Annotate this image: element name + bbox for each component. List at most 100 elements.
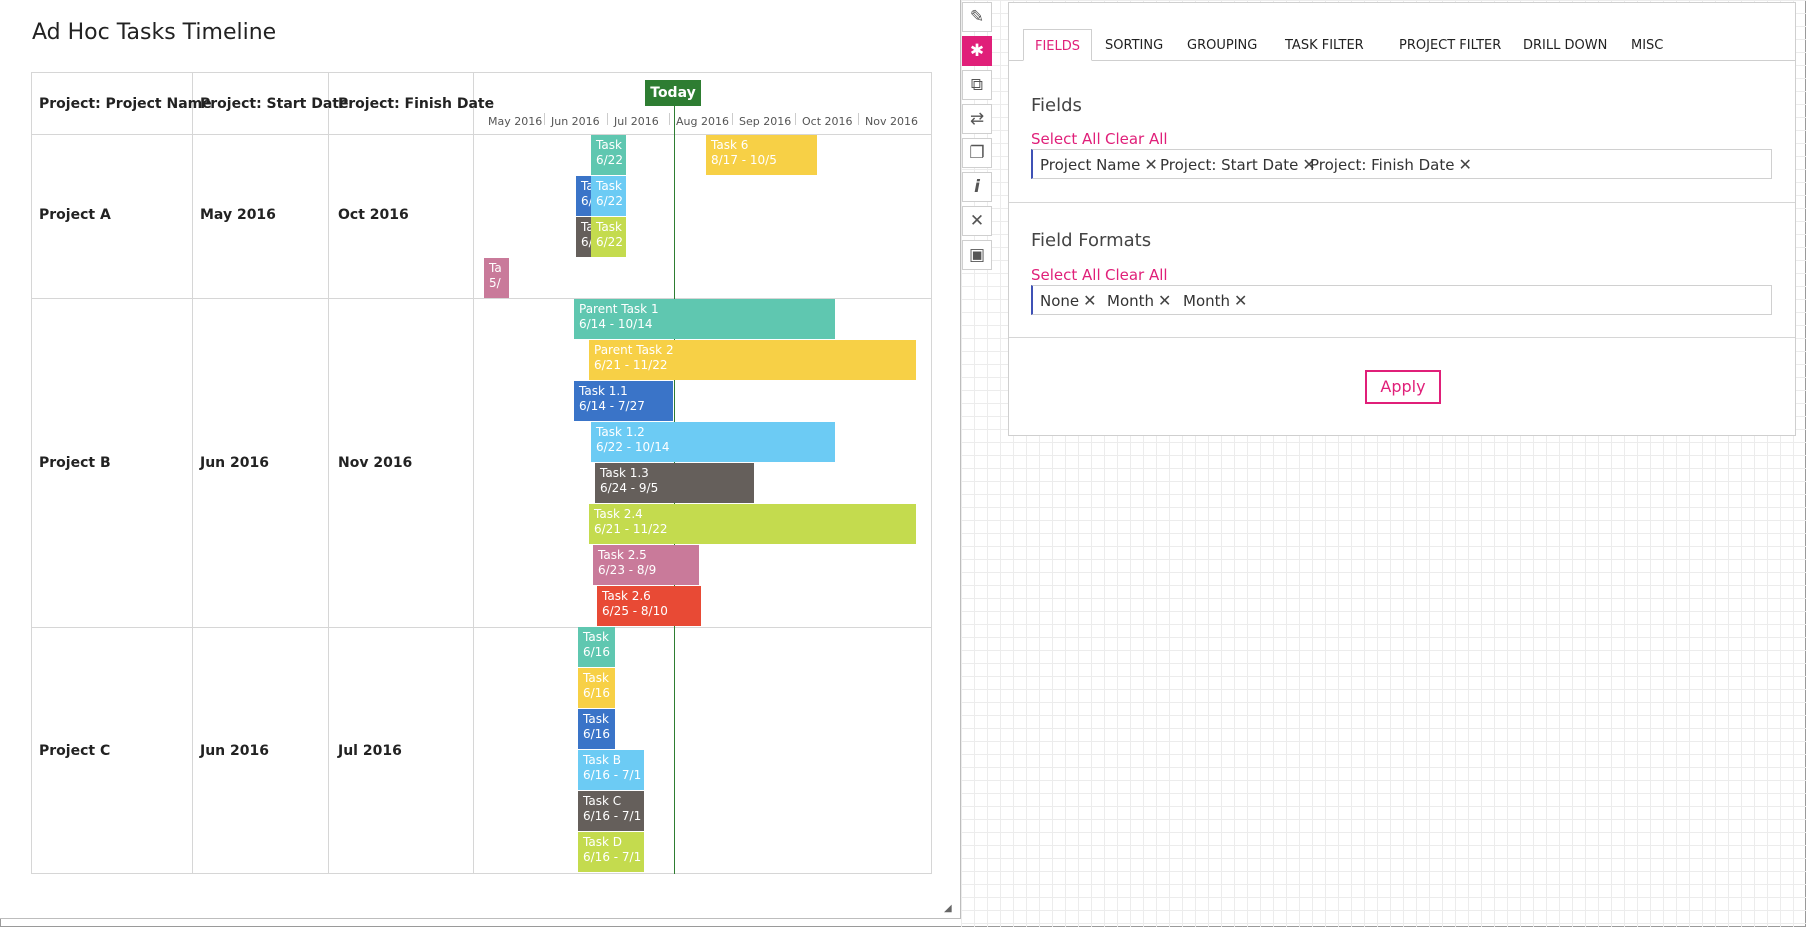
tab-misc[interactable]: MISC	[1631, 38, 1664, 53]
task-bar-name: Task	[583, 630, 609, 644]
remove-tag-icon[interactable]: ✕	[1458, 155, 1472, 174]
gantt-task-bar[interactable]: Task 1.1 6/14 - 7/27	[574, 381, 673, 421]
gantt-task-bar[interactable]: Task D 6/16 - 7/1	[578, 832, 644, 872]
row-divider	[32, 627, 931, 628]
task-bar-name: Task	[596, 179, 622, 193]
fields-tag-input[interactable]: Project Name ✕ Project: Start Date ✕ Proje…	[1031, 149, 1772, 179]
timeline-panel: Ad Hoc Tasks Timeline Project: Project N…	[0, 0, 961, 919]
settings-panel: FIELDS SORTING GROUPING TASK FILTER PROJ…	[1008, 2, 1796, 436]
project-finish-cell: Nov 2016	[338, 455, 413, 471]
month-tick	[858, 113, 859, 125]
gantt-task-bar[interactable]: Task 6/22	[591, 176, 626, 216]
task-bar-dates: 8/17 - 10/5	[711, 153, 777, 167]
tab-drill-down[interactable]: DRILL DOWN	[1523, 38, 1608, 53]
gantt-task-bar[interactable]: Task 6 8/17 - 10/5	[706, 135, 817, 175]
task-bar-dates: 6/16 - 7/1	[583, 768, 642, 782]
task-bar-name: Task	[596, 138, 622, 152]
task-bar-dates: 6/22	[596, 153, 623, 167]
remove-tag-icon[interactable]: ✕	[1234, 291, 1248, 310]
tab-task-filter[interactable]: TASK FILTER	[1285, 38, 1364, 53]
fields-section-title: Fields	[1031, 95, 1082, 116]
column-header-start-date[interactable]: Project: Start Date	[200, 96, 349, 112]
info-icon[interactable]: i	[962, 172, 992, 202]
task-bar-dates: 6/25 - 8/10	[602, 604, 668, 618]
remove-tag-icon[interactable]: ✕	[1302, 155, 1316, 174]
gantt-task-bar[interactable]: Task B 6/16 - 7/1	[578, 750, 644, 790]
task-bar-dates: 5/	[489, 276, 501, 290]
gantt-task-bar[interactable]: Parent Task 2 6/21 - 11/22	[589, 340, 916, 380]
external-link-icon[interactable]: ⧉	[962, 70, 992, 100]
task-bar-name: Task 1.2	[596, 425, 645, 439]
month-label: Jul 2016	[614, 115, 659, 128]
task-bar-name: Parent Task 1	[579, 302, 659, 316]
apply-button[interactable]: Apply	[1365, 370, 1441, 404]
gantt-task-bar[interactable]: Task 2.5 6/23 - 8/9	[593, 545, 699, 585]
gantt-task-bar[interactable]: Parent Task 1 6/14 - 10/14	[574, 299, 835, 339]
gantt-task-bar[interactable]: Task 6/16	[578, 627, 615, 667]
gantt-task-bar[interactable]: Ta 5/	[484, 258, 509, 298]
gantt-task-bar[interactable]: Task 1.2 6/22 - 10/14	[591, 422, 835, 462]
tab-project-filter[interactable]: PROJECT FILTER	[1399, 38, 1502, 53]
row-divider	[32, 298, 931, 299]
gantt-task-bar[interactable]: Task 2.6 6/25 - 8/10	[597, 586, 701, 626]
swap-icon[interactable]: ⇄	[962, 104, 992, 134]
task-bar-dates: 6/21 - 11/22	[594, 358, 668, 372]
resize-handle-icon[interactable]: ◢	[944, 903, 952, 914]
gantt-task-bar[interactable]: Task 6/22	[591, 217, 626, 257]
column-header-finish-date[interactable]: Project: Finish Date	[338, 96, 495, 112]
save-icon[interactable]: ▣	[962, 240, 992, 270]
task-bar-dates: 6/16	[583, 727, 610, 741]
gantt-task-bar[interactable]: Task 6/22	[591, 135, 626, 175]
task-bar-name: Task 2.5	[598, 548, 647, 562]
formats-select-all-link[interactable]: Select All	[1031, 266, 1101, 284]
project-finish-cell: Jul 2016	[338, 743, 402, 759]
remove-tag-icon[interactable]: ✕	[1083, 291, 1097, 310]
project-name-cell: Project B	[39, 455, 111, 471]
task-bar-dates: 6/16 - 7/1	[583, 850, 642, 864]
remove-tag-icon[interactable]: ✕	[1144, 155, 1158, 174]
formats-clear-all-link[interactable]: Clear All	[1105, 266, 1168, 284]
formats-tag-input[interactable]: None ✕ Month ✕ Month ✕	[1031, 285, 1772, 315]
task-bar-name: Task 1.3	[600, 466, 649, 480]
gantt-task-bar[interactable]: Task 2.4 6/21 - 11/22	[589, 504, 916, 544]
gantt-task-bar[interactable]: Task 1.3 6/24 - 9/5	[595, 463, 754, 503]
gantt-task-bar[interactable]: Task 6/16	[578, 668, 615, 708]
gantt-task-bar[interactable]: Task 6/16	[578, 709, 615, 749]
project-name-cell: Project C	[39, 743, 111, 759]
task-bar-name: Task	[583, 712, 609, 726]
paintbrush-icon[interactable]: ✎	[962, 2, 992, 32]
project-name-cell: Project A	[39, 207, 111, 223]
task-bar-name: Task D	[583, 835, 622, 849]
month-tick	[669, 113, 670, 125]
task-bar-name: Task 2.6	[602, 589, 651, 603]
month-tick	[544, 113, 545, 125]
task-bar-name: Task	[583, 671, 609, 685]
fields-select-all-link[interactable]: Select All	[1031, 130, 1101, 148]
task-bar-name: Task 6	[711, 138, 749, 152]
remove-tag-icon[interactable]: ✕	[1158, 291, 1172, 310]
task-bar-name: Task C	[583, 794, 622, 808]
column-header-project-name[interactable]: Project: Project Name	[39, 96, 212, 112]
gantt-task-bar[interactable]: Ta6/	[576, 217, 591, 257]
format-tag: Month ✕	[1107, 291, 1172, 310]
gear-icon[interactable]: ✱	[962, 36, 992, 66]
close-icon[interactable]: ✕	[962, 206, 992, 236]
column-divider	[473, 73, 474, 873]
month-tick	[795, 113, 796, 125]
gantt-task-bar[interactable]: Task C 6/16 - 7/1	[578, 791, 644, 831]
task-bar-dates: 6/23 - 8/9	[598, 563, 657, 577]
task-bar-name: Task 1.1	[579, 384, 628, 398]
field-tag: Project Name ✕	[1040, 155, 1158, 174]
row-divider	[32, 134, 931, 135]
tab-grouping[interactable]: GROUPING	[1187, 38, 1258, 53]
copy-icon[interactable]: ❐	[962, 138, 992, 168]
task-bar-dates: 6/16 - 7/1	[583, 809, 642, 823]
month-tick	[732, 113, 733, 125]
month-label: May 2016	[488, 115, 543, 128]
project-start-cell: May 2016	[200, 207, 276, 223]
tab-sorting[interactable]: SORTING	[1105, 38, 1164, 53]
gantt-task-bar[interactable]: Ta6/	[576, 176, 591, 216]
task-bar-name: Ta	[581, 179, 591, 193]
tab-fields[interactable]: FIELDS	[1023, 29, 1093, 61]
fields-clear-all-link[interactable]: Clear All	[1105, 130, 1168, 148]
